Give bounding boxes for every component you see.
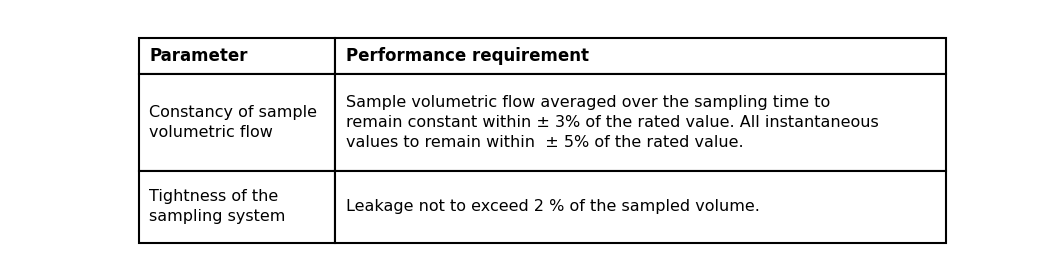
Text: Constancy of sample
volumetric flow: Constancy of sample volumetric flow xyxy=(149,105,317,140)
Text: Tightness of the
sampling system: Tightness of the sampling system xyxy=(149,190,286,224)
Bar xyxy=(139,171,335,243)
Bar xyxy=(139,38,335,74)
Bar xyxy=(335,38,946,74)
Text: Leakage not to exceed 2 % of the sampled volume.: Leakage not to exceed 2 % of the sampled… xyxy=(346,199,760,214)
Bar xyxy=(139,74,335,171)
Bar xyxy=(335,171,946,243)
Text: Sample volumetric flow averaged over the sampling time to
remain constant within: Sample volumetric flow averaged over the… xyxy=(346,95,878,150)
Text: Performance requirement: Performance requirement xyxy=(346,47,588,65)
Text: Parameter: Parameter xyxy=(149,47,248,65)
Bar xyxy=(335,74,946,171)
